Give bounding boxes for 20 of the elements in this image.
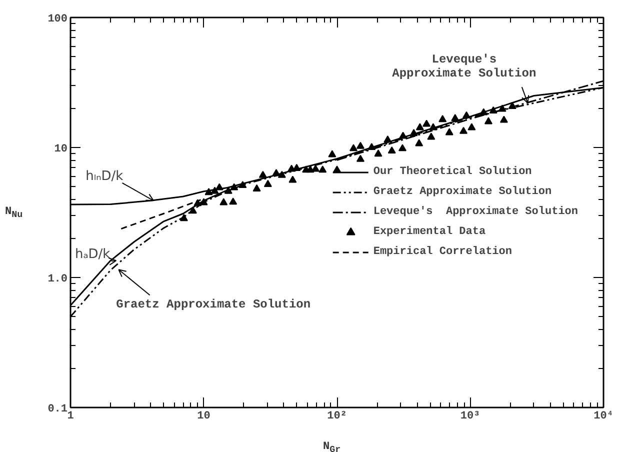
legend-label: Experimental Data — [373, 225, 486, 239]
x-tick-label: 10⁴ — [594, 410, 614, 422]
annotation: Graetz Approximate Solution — [116, 297, 311, 312]
legend-label: Graetz Approximate Solution — [373, 185, 552, 199]
x-axis-title: N$_{Gr}$ — [323, 440, 341, 452]
legend-label: Empirical Correlation — [373, 245, 512, 259]
annotation: Leveque's Approximate Solution — [392, 52, 536, 80]
y-tick-label: 10 — [54, 144, 68, 156]
y-axis-title: N$_{Nu}$ — [5, 205, 23, 222]
x-tick-label: 10 — [197, 410, 210, 422]
annotation: hₐD/k — [74, 247, 111, 262]
x-tick-label: 10² — [327, 410, 347, 422]
y-tick-label: 100 — [48, 14, 68, 26]
y-tick-label: 1.0 — [48, 274, 68, 286]
x-tick-label: 10³ — [460, 410, 480, 422]
y-tick-label: 0.1 — [48, 404, 68, 416]
legend-label: Leveque's Approximate Solution — [373, 205, 578, 219]
legend-label: Our Theoretical Solution — [373, 165, 532, 179]
annotation: hₗₙD/k — [86, 168, 124, 184]
x-tick-label: 1 — [67, 410, 74, 422]
